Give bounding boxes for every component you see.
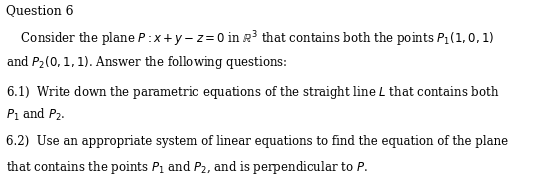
Text: that contains the points $P_1$ and $P_2$, and is perpendicular to $P$.: that contains the points $P_1$ and $P_2$… xyxy=(6,159,368,176)
Text: 6.2)  Use an appropriate system of linear equations to find the equation of the : 6.2) Use an appropriate system of linear… xyxy=(6,135,509,148)
Text: 6.1)  Write down the parametric equations of the straight line $L$ that contains: 6.1) Write down the parametric equations… xyxy=(6,84,500,101)
Text: Question 6: Question 6 xyxy=(6,4,74,17)
Text: Consider the plane $P : x+y-z=0$ in $\mathbb{R}^3$ that contains both the points: Consider the plane $P : x+y-z=0$ in $\ma… xyxy=(6,29,494,49)
Text: $P_1$ and $P_2$.: $P_1$ and $P_2$. xyxy=(6,107,66,123)
Text: and $P_2(0,1,1)$. Answer the following questions:: and $P_2(0,1,1)$. Answer the following q… xyxy=(6,54,288,71)
